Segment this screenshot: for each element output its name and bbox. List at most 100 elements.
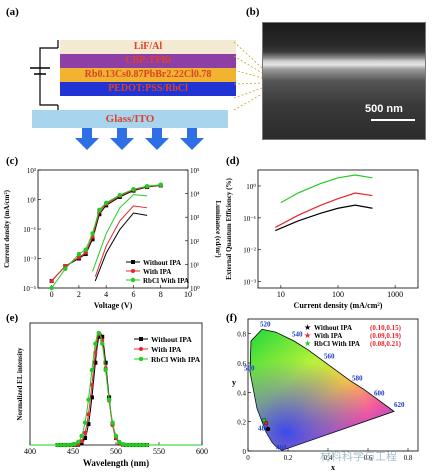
layer-guide-lines (233, 41, 263, 111)
x-axis-label: Voltage (V) (94, 301, 133, 310)
data-point (75, 439, 81, 445)
light-arrows (75, 128, 204, 150)
tick-label: 10⁻¹ (243, 215, 256, 223)
data-point (83, 247, 88, 252)
chart-cie: 0 0.2 0.4 0.6 0.8 0 0.2 0.4 0.6 0.8 x y 520 540 560 580… (232, 318, 419, 472)
scale-bar (371, 119, 415, 121)
legend-label: Without IPA (314, 324, 352, 332)
data-point (124, 442, 129, 448)
scale-bar-label: 500 nm (365, 103, 403, 115)
tick-label: 0.2 (237, 419, 246, 427)
tick-label: 0.4 (324, 454, 333, 462)
data-point (86, 422, 91, 427)
data-point (93, 360, 98, 365)
legend-marker: ★ (304, 323, 311, 332)
tick-label: 1000 (387, 290, 403, 299)
data-point (65, 442, 71, 448)
arrow-down-icon (145, 128, 169, 150)
chart-jvl: 0 2 4 6 8 10 10⁻⁵ 10⁻³ 10⁻¹ 10¹ 10³ 10⁰ 10¹ 10² 10³ 10⁴… (3, 167, 222, 310)
tick-label: 550 (153, 447, 165, 456)
data-point (120, 441, 126, 447)
data-point (83, 436, 88, 441)
tick-label: 500 (110, 447, 122, 456)
legend-label: RbCl With IPA (314, 340, 360, 348)
data-point (100, 341, 105, 346)
legend-marker (139, 347, 143, 351)
panel-label-b: (b) (246, 6, 260, 18)
legend-marker: ★ (304, 331, 311, 340)
luminance-line (94, 205, 148, 277)
chart-el: 400 450 500 550 600 Wavelength (nm) Normalized… (16, 322, 208, 468)
wavelength-label: 620 (394, 401, 405, 409)
tick-label: 10² (190, 238, 199, 246)
tick-label: 2 (77, 290, 81, 299)
tick-label: 0 (246, 454, 250, 462)
data-point (69, 442, 74, 448)
device-stack: LiF/Al CBP:TPBi Rb0.13Cs0.87PbBr2.22Cl0.… (60, 40, 236, 110)
data-point (76, 251, 82, 257)
series-line (275, 204, 373, 232)
data-point (89, 382, 94, 387)
tick-label: 10⁰ (246, 183, 256, 191)
series-line (275, 192, 373, 228)
legend-coords: (0.08,0.21) (370, 340, 402, 348)
device-circuit (30, 40, 59, 110)
series-line (280, 174, 373, 204)
legend-label: RbCl With IPA (151, 355, 201, 364)
panel-label-f: (f) (226, 312, 237, 324)
cie-point (265, 426, 271, 432)
legend-label: With IPA (151, 345, 182, 354)
tick-label: 6 (131, 290, 135, 299)
panel-label-d: (d) (226, 155, 240, 167)
data-point (55, 442, 60, 448)
tick-label: 450 (67, 447, 79, 456)
y-axis-label: Normalized EL intensity (16, 347, 24, 421)
tick-label: 10 (277, 290, 285, 299)
arrow-down-icon (110, 128, 134, 150)
data-point (131, 442, 136, 448)
luminance-line (94, 212, 148, 282)
cie-locus-blue (250, 329, 394, 451)
legend: ★ Without IPA (0.10,0.15) ★ With IPA (0.09,0.… (304, 323, 402, 348)
legend-label: Without IPA (143, 259, 181, 267)
legend-label: With IPA (314, 332, 342, 340)
legend-marker (130, 277, 136, 283)
y-axis-label: Current density (mA/cm²) (3, 189, 11, 267)
wavelength-label: 460 (276, 444, 287, 452)
data-point (103, 367, 108, 373)
data-point (79, 441, 84, 446)
data-point (103, 200, 109, 205)
tick-label: 10⁻³ (243, 279, 256, 287)
y2-axis-label: Luminance (cd/m²) (214, 200, 222, 258)
data-point (131, 186, 136, 192)
wavelength-label: 500 (244, 364, 255, 372)
legend-marker (138, 356, 144, 362)
data-point (106, 397, 112, 402)
layer-glass-ito: Glass/ITO (32, 110, 228, 128)
tick-label: 10⁻³ (23, 256, 36, 264)
data-point (97, 207, 102, 213)
data-point (96, 330, 102, 336)
data-point (62, 442, 67, 448)
tick-label: 4 (104, 290, 108, 299)
data-point (63, 266, 68, 272)
x-axis-label: Wavelength (nm) (83, 458, 149, 468)
data-point (127, 442, 132, 448)
tick-label: 0.2 (284, 454, 293, 462)
data-point (103, 360, 108, 365)
tick-label: 10¹ (190, 261, 199, 269)
data-point (86, 412, 91, 417)
data-point (137, 442, 143, 448)
chart-eqe: 10 100 1000 10⁻³ 10⁻² 10⁻¹ 10⁰ Current density … (225, 169, 419, 310)
wavelength-label: 560 (324, 353, 335, 361)
panel-label-c: (c) (6, 155, 19, 167)
data-point (97, 212, 102, 217)
layer-cbp-tpbi: CBP:TPBi (60, 54, 236, 68)
plot-frame (257, 169, 419, 289)
tick-label: 10⁻⁵ (23, 285, 37, 293)
data-point (158, 182, 163, 187)
legend-coords: (0.09,0.19) (370, 332, 402, 340)
tick-label: 600 (196, 447, 208, 456)
